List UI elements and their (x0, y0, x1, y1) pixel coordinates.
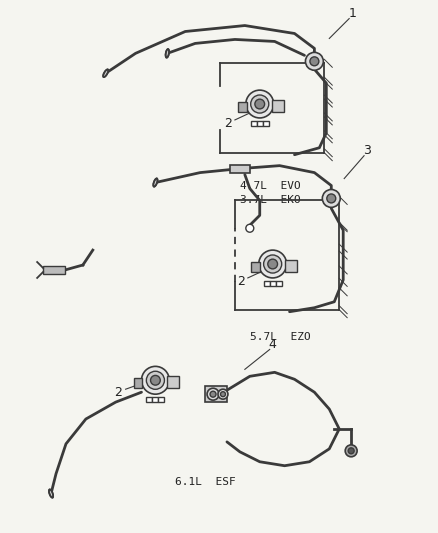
Ellipse shape (49, 489, 53, 498)
Bar (251, 121, 257, 126)
Circle shape (327, 194, 336, 203)
Circle shape (220, 392, 226, 397)
Circle shape (146, 371, 164, 389)
Bar (264, 281, 270, 286)
Circle shape (268, 259, 278, 269)
Circle shape (305, 52, 323, 70)
Circle shape (218, 389, 228, 399)
Circle shape (251, 95, 269, 113)
Bar (167, 376, 179, 388)
Bar (270, 281, 276, 286)
Text: 1: 1 (348, 7, 356, 20)
Ellipse shape (103, 69, 108, 77)
Circle shape (264, 255, 282, 273)
Bar (276, 281, 282, 286)
Bar (205, 386, 227, 402)
Bar (152, 397, 159, 402)
Text: 2: 2 (237, 276, 245, 288)
Text: 3: 3 (363, 144, 371, 157)
Bar (251, 262, 260, 272)
Text: 4.7L  EVO
3.7L  EKO: 4.7L EVO 3.7L EKO (240, 181, 300, 205)
Circle shape (310, 57, 319, 66)
Circle shape (348, 448, 354, 454)
Bar (257, 121, 263, 126)
Circle shape (246, 90, 274, 118)
Circle shape (246, 224, 254, 232)
Circle shape (151, 375, 160, 385)
Circle shape (207, 388, 219, 400)
Bar (43, 266, 65, 274)
Circle shape (141, 366, 170, 394)
Ellipse shape (153, 179, 158, 187)
Bar (146, 397, 152, 402)
Text: 2: 2 (224, 117, 232, 131)
Bar (285, 260, 297, 272)
Text: 2: 2 (114, 386, 122, 399)
Circle shape (259, 250, 286, 278)
Bar (159, 397, 164, 402)
Circle shape (345, 445, 357, 457)
Circle shape (322, 190, 340, 207)
Bar (272, 100, 283, 112)
Text: 4: 4 (269, 338, 276, 351)
Bar (238, 102, 247, 112)
Bar (263, 121, 268, 126)
Circle shape (210, 391, 216, 397)
Bar (134, 378, 142, 388)
Text: 6.1L  ESF: 6.1L ESF (175, 477, 236, 487)
Bar (230, 165, 250, 173)
Ellipse shape (166, 49, 169, 58)
Text: 5.7L  EZO: 5.7L EZO (250, 332, 311, 342)
Circle shape (255, 99, 265, 109)
